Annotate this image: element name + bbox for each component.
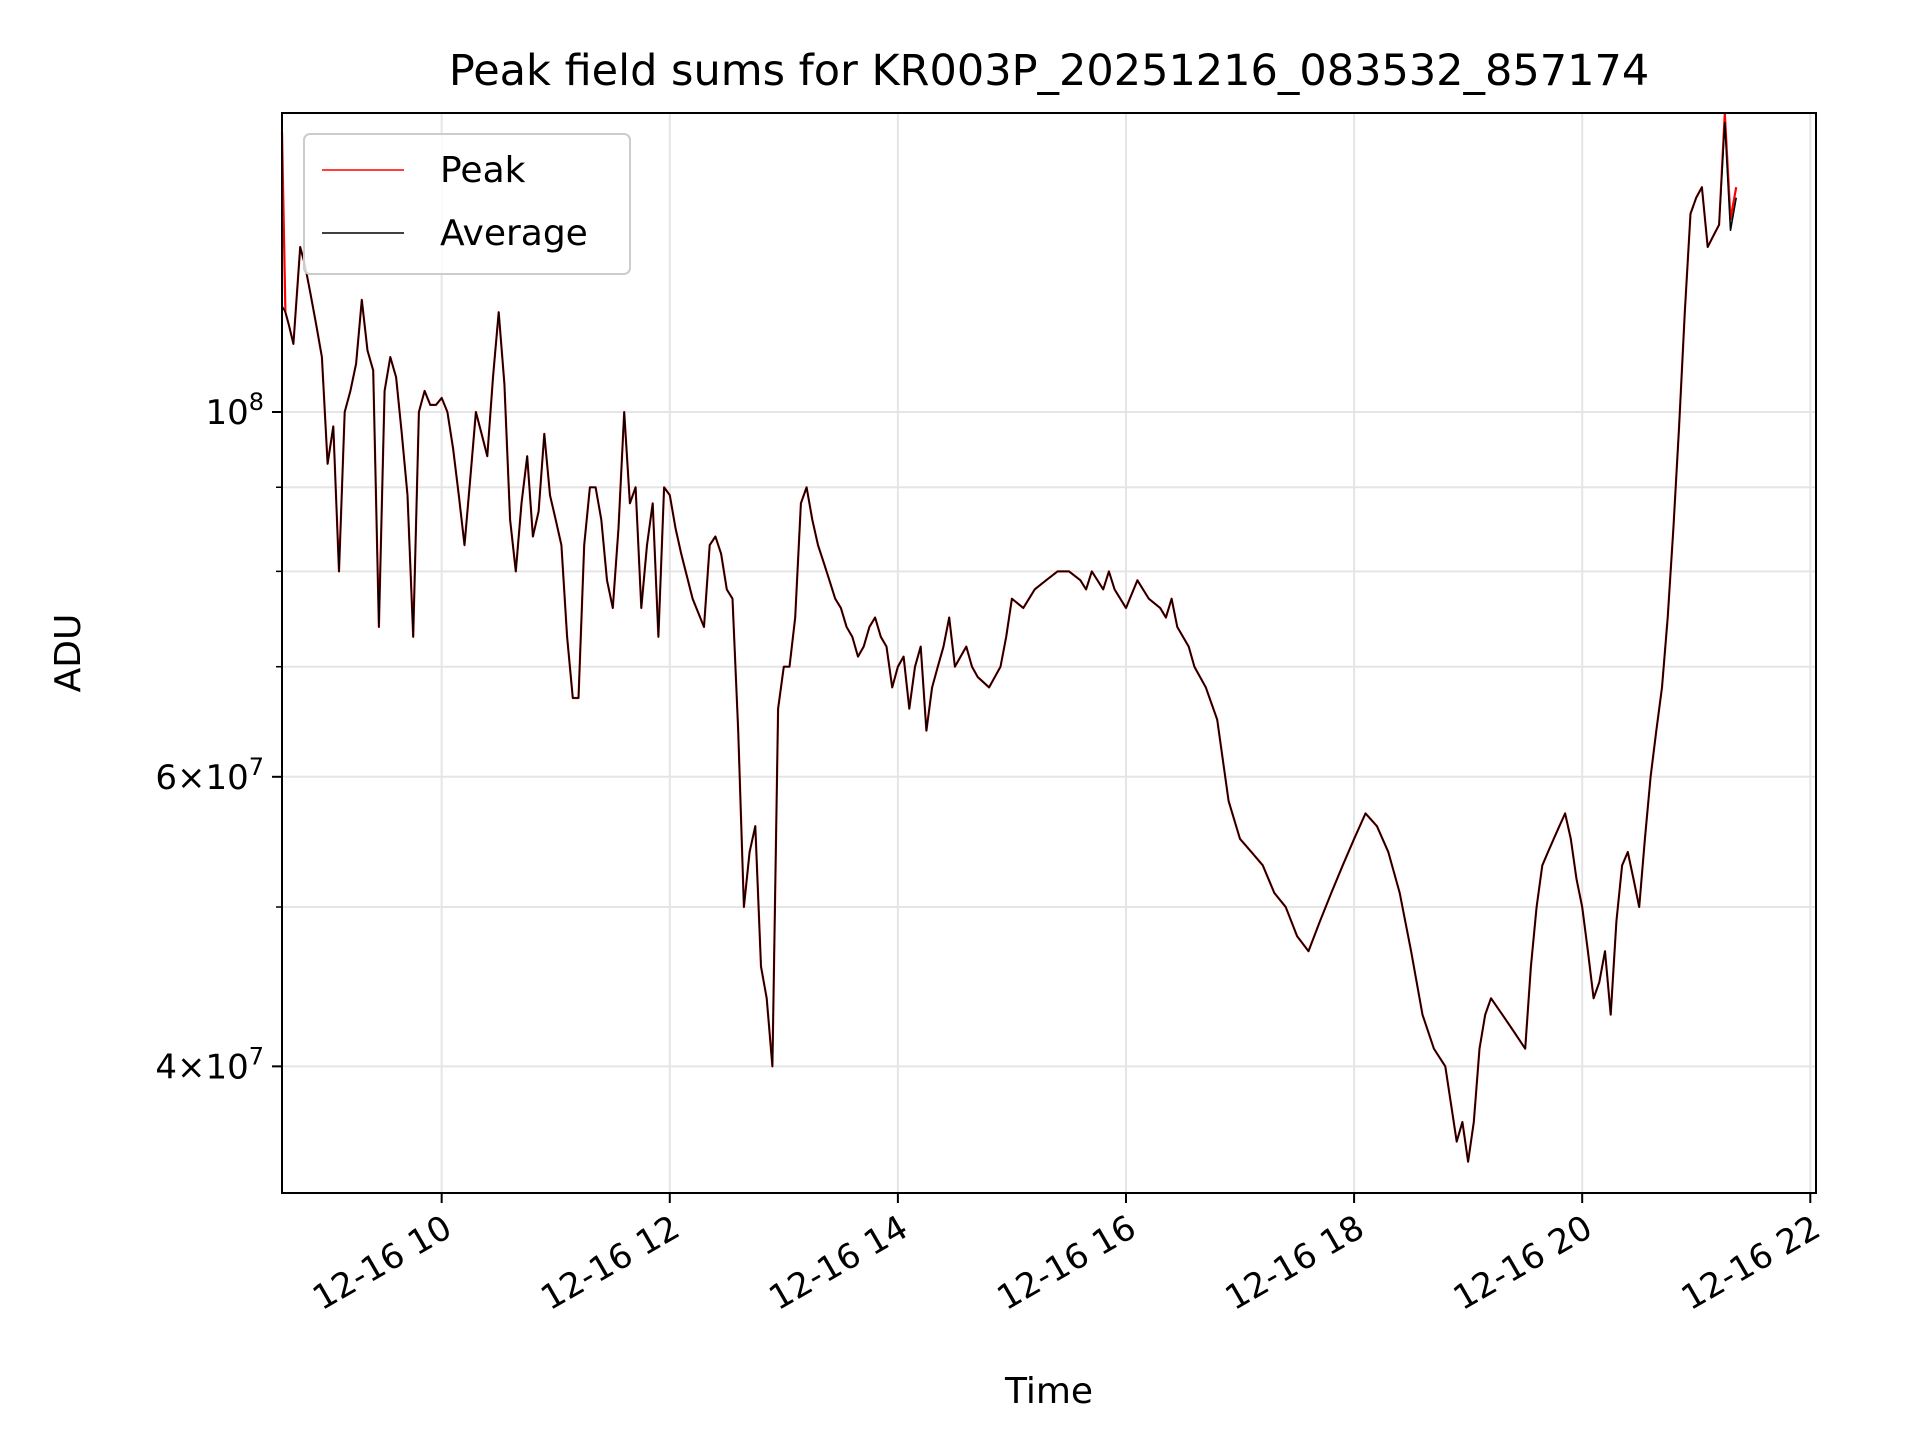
y-tick-label: 4×107	[155, 1042, 264, 1087]
chart-title: Peak field sums for KR003P_20251216_0835…	[449, 46, 1649, 96]
x-axis-label: Time	[1004, 1371, 1093, 1412]
series-group	[280, 111, 1738, 1163]
y-axis: 108 6×107 4×107	[155, 388, 282, 1087]
y-tick-label: 6×107	[155, 753, 264, 798]
legend-label-peak: Peak	[440, 150, 526, 191]
legend-box	[303, 133, 631, 275]
y-axis-label: ADU	[48, 614, 89, 693]
plot-frame	[281, 112, 1817, 1194]
grid	[282, 113, 1816, 1193]
legend: Peak Average	[303, 133, 631, 275]
legend-label-average: Average	[440, 213, 588, 254]
series-line-average	[281, 121, 1737, 1163]
y-tick-label: 108	[205, 388, 264, 433]
